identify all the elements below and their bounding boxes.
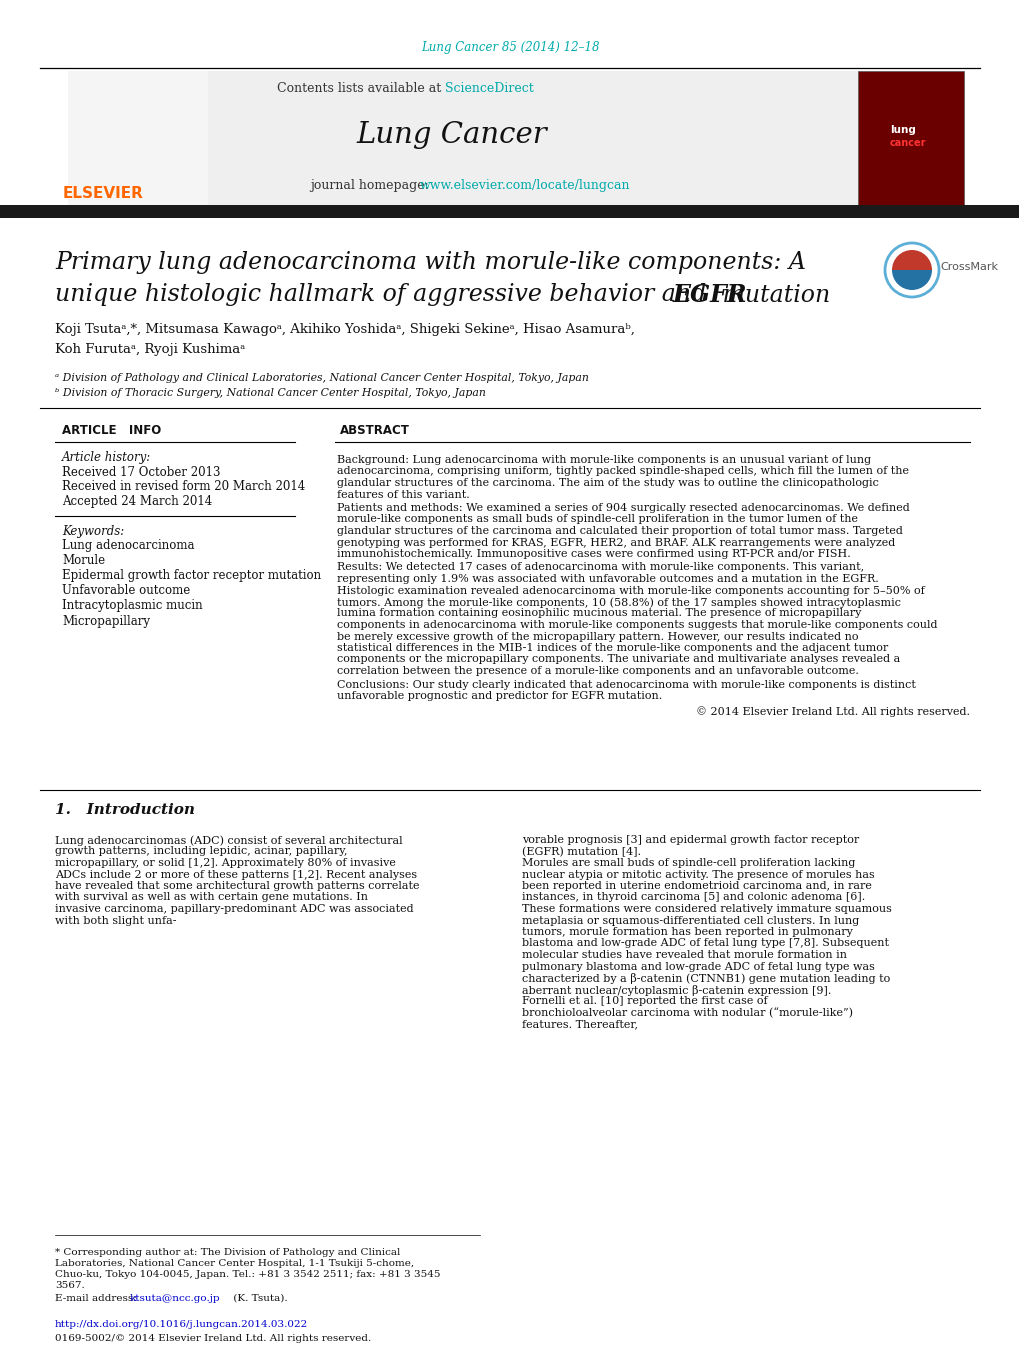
Text: micropapillary, or solid [1,2]. Approximately 80% of invasive: micropapillary, or solid [1,2]. Approxim… — [55, 858, 395, 867]
Text: features. Thereafter,: features. Thereafter, — [522, 1019, 637, 1029]
Text: Fornelli et al. [10] reported the first case of: Fornelli et al. [10] reported the first … — [522, 996, 767, 1006]
Text: be merely excessive growth of the micropapillary pattern. However, our results i: be merely excessive growth of the microp… — [336, 631, 858, 642]
Text: Micropapillary: Micropapillary — [62, 615, 150, 627]
Text: Article history:: Article history: — [62, 450, 151, 463]
Text: nuclear atypia or mitotic activity. The presence of morules has: nuclear atypia or mitotic activity. The … — [522, 870, 874, 880]
Text: CrossMark: CrossMark — [940, 262, 997, 272]
Text: unique histologic hallmark of aggressive behavior and: unique histologic hallmark of aggressive… — [55, 284, 713, 307]
Text: molecular studies have revealed that morule formation in: molecular studies have revealed that mor… — [522, 950, 846, 961]
Text: cancer: cancer — [890, 138, 925, 149]
Text: tumors, morule formation has been reported in pulmonary: tumors, morule formation has been report… — [522, 927, 852, 938]
Text: Keywords:: Keywords: — [62, 524, 124, 538]
Text: Patients and methods: We examined a series of 904 surgically resected adenocarci: Patients and methods: We examined a seri… — [336, 503, 909, 513]
Text: Received 17 October 2013: Received 17 October 2013 — [62, 466, 220, 478]
Text: tumors. Among the morule-like components, 10 (58.8%) of the 17 samples showed in: tumors. Among the morule-like components… — [336, 597, 900, 608]
Text: Epidermal growth factor receptor mutation: Epidermal growth factor receptor mutatio… — [62, 570, 321, 582]
Text: unfavorable prognostic and predictor for EGFR mutation.: unfavorable prognostic and predictor for… — [336, 690, 661, 701]
Text: Background: Lung adenocarcinoma with morule-like components is an unusual varian: Background: Lung adenocarcinoma with mor… — [336, 455, 870, 465]
Text: lung: lung — [890, 126, 915, 135]
Text: Intracytoplasmic mucin: Intracytoplasmic mucin — [62, 600, 203, 612]
Text: ELSEVIER: ELSEVIER — [62, 185, 144, 200]
Text: www.elsevier.com/locate/lungcan: www.elsevier.com/locate/lungcan — [420, 178, 630, 192]
Text: statistical differences in the MIB-1 indices of the morule-like components and t: statistical differences in the MIB-1 ind… — [336, 643, 888, 653]
Text: ARTICLE   INFO: ARTICLE INFO — [62, 423, 161, 436]
Text: immunohistochemically. Immunopositive cases were confirmed using RT-PCR and/or F: immunohistochemically. Immunopositive ca… — [336, 549, 850, 559]
Text: aberrant nuclear/cytoplasmic β-catenin expression [9].: aberrant nuclear/cytoplasmic β-catenin e… — [522, 985, 830, 996]
Text: features of this variant.: features of this variant. — [336, 489, 470, 500]
Text: Chuo-ku, Tokyo 104-0045, Japan. Tel.: +81 3 3542 2511; fax: +81 3 3545: Chuo-ku, Tokyo 104-0045, Japan. Tel.: +8… — [55, 1270, 440, 1279]
Text: Koh Furutaᵃ, Ryoji Kushimaᵃ: Koh Furutaᵃ, Ryoji Kushimaᵃ — [55, 343, 245, 357]
Text: (EGFR) mutation [4].: (EGFR) mutation [4]. — [522, 847, 641, 857]
Text: ADCs include 2 or more of these patterns [1,2]. Recent analyses: ADCs include 2 or more of these patterns… — [55, 870, 417, 880]
Text: vorable prognosis [3] and epidermal growth factor receptor: vorable prognosis [3] and epidermal grow… — [522, 835, 858, 844]
Text: metaplasia or squamous-differentiated cell clusters. In lung: metaplasia or squamous-differentiated ce… — [522, 916, 858, 925]
Text: Lung adenocarcinomas (ADC) consist of several architectural: Lung adenocarcinomas (ADC) consist of se… — [55, 835, 403, 846]
Text: morule-like components as small buds of spindle-cell proliferation in the tumor : morule-like components as small buds of … — [336, 515, 857, 524]
Text: correlation between the presence of a morule-like components and an unfavorable : correlation between the presence of a mo… — [336, 666, 858, 676]
Text: components in adenocarcinoma with morule-like components suggests that morule-li: components in adenocarcinoma with morule… — [336, 620, 936, 630]
Bar — [68, 72, 857, 208]
Text: ᵃ Division of Pathology and Clinical Laboratories, National Cancer Center Hospit: ᵃ Division of Pathology and Clinical Lab… — [55, 373, 588, 382]
Text: Conclusions: Our study clearly indicated that adenocarcinoma with morule-like co: Conclusions: Our study clearly indicated… — [336, 680, 915, 689]
Text: Lung Cancer 85 (2014) 12–18: Lung Cancer 85 (2014) 12–18 — [421, 42, 599, 54]
Text: characterized by a β-catenin (CTNNB1) gene mutation leading to: characterized by a β-catenin (CTNNB1) ge… — [522, 973, 890, 984]
Text: mutation: mutation — [714, 284, 829, 307]
Text: Accepted 24 March 2014: Accepted 24 March 2014 — [62, 496, 212, 508]
Text: invasive carcinoma, papillary-predominant ADC was associated: invasive carcinoma, papillary-predominan… — [55, 904, 414, 915]
Text: instances, in thyroid carcinoma [5] and colonic adenoma [6].: instances, in thyroid carcinoma [5] and … — [522, 893, 864, 902]
Text: have revealed that some architectural growth patterns correlate: have revealed that some architectural gr… — [55, 881, 419, 892]
Text: Unfavorable outcome: Unfavorable outcome — [62, 585, 191, 597]
Text: http://dx.doi.org/10.1016/j.lungcan.2014.03.022: http://dx.doi.org/10.1016/j.lungcan.2014… — [55, 1320, 308, 1329]
Text: bronchioloalveolar carcinoma with nodular (“morule-like”): bronchioloalveolar carcinoma with nodula… — [522, 1008, 852, 1019]
Text: Primary lung adenocarcinoma with morule-like components: A: Primary lung adenocarcinoma with morule-… — [55, 250, 805, 273]
Text: representing only 1.9% was associated with unfavorable outcomes and a mutation i: representing only 1.9% was associated wi… — [336, 574, 878, 584]
Text: Lung Cancer: Lung Cancer — [357, 122, 547, 149]
Text: * Corresponding author at: The Division of Pathology and Clinical: * Corresponding author at: The Division … — [55, 1248, 400, 1256]
Text: with both slight unfa-: with both slight unfa- — [55, 916, 176, 925]
Bar — [68, 72, 208, 208]
Text: with survival as well as with certain gene mutations. In: with survival as well as with certain ge… — [55, 893, 368, 902]
Text: growth patterns, including lepidic, acinar, papillary,: growth patterns, including lepidic, acin… — [55, 847, 347, 857]
Wedge shape — [892, 250, 931, 270]
Text: ScienceDirect: ScienceDirect — [444, 81, 533, 95]
Text: Laboratories, National Cancer Center Hospital, 1-1 Tsukiji 5-chome,: Laboratories, National Cancer Center Hos… — [55, 1259, 414, 1269]
Text: Histologic examination revealed adenocarcinoma with morule-like components accou: Histologic examination revealed adenocar… — [336, 585, 924, 596]
Text: 1.   Introduction: 1. Introduction — [55, 802, 195, 817]
Text: These formations were considered relatively immature squamous: These formations were considered relativ… — [522, 904, 891, 915]
Text: been reported in uterine endometrioid carcinoma and, in rare: been reported in uterine endometrioid ca… — [522, 881, 871, 892]
Text: Contents lists available at: Contents lists available at — [276, 81, 444, 95]
Text: pulmonary blastoma and low-grade ADC of fetal lung type was: pulmonary blastoma and low-grade ADC of … — [522, 962, 874, 971]
Text: 3567.: 3567. — [55, 1281, 85, 1290]
Text: components or the micropapillary components. The univariate and multivariate ana: components or the micropapillary compone… — [336, 654, 900, 665]
Text: glandular structures of the carcinoma and calculated their proportion of total t: glandular structures of the carcinoma an… — [336, 526, 902, 536]
Bar — [857, 72, 963, 208]
Text: Morule: Morule — [62, 554, 105, 567]
Text: ktsuta@ncc.go.jp: ktsuta@ncc.go.jp — [129, 1294, 220, 1302]
Text: lumina formation containing eosinophilic mucinous material. The presence of micr: lumina formation containing eosinophilic… — [336, 608, 860, 619]
Text: E-mail address:: E-mail address: — [55, 1294, 140, 1302]
Text: blastoma and low-grade ADC of fetal lung type [7,8]. Subsequent: blastoma and low-grade ADC of fetal lung… — [522, 939, 889, 948]
Text: journal homepage:: journal homepage: — [310, 178, 432, 192]
Text: Morules are small buds of spindle-cell proliferation lacking: Morules are small buds of spindle-cell p… — [522, 858, 855, 867]
Text: genotyping was performed for KRAS, EGFR, HER2, and BRAF. ALK rearrangements were: genotyping was performed for KRAS, EGFR,… — [336, 538, 895, 547]
Bar — [0, 205, 1019, 218]
Text: Lung adenocarcinoma: Lung adenocarcinoma — [62, 539, 195, 553]
Text: Koji Tsutaᵃ,*, Mitsumasa Kawagoᵃ, Akihiko Yoshidaᵃ, Shigeki Sekineᵃ, Hisao Asamu: Koji Tsutaᵃ,*, Mitsumasa Kawagoᵃ, Akihik… — [55, 323, 634, 336]
Text: glandular structures of the carcinoma. The aim of the study was to outline the c: glandular structures of the carcinoma. T… — [336, 478, 878, 488]
Text: adenocarcinoma, comprising uniform, tightly packed spindle-shaped cells, which f: adenocarcinoma, comprising uniform, tigh… — [336, 466, 908, 477]
Text: ABSTRACT: ABSTRACT — [339, 423, 410, 436]
Wedge shape — [892, 270, 931, 290]
Text: ᵇ Division of Thoracic Surgery, National Cancer Center Hospital, Tokyo, Japan: ᵇ Division of Thoracic Surgery, National… — [55, 388, 485, 399]
Text: EGFR: EGFR — [673, 282, 747, 307]
Text: Received in revised form 20 March 2014: Received in revised form 20 March 2014 — [62, 481, 305, 493]
Text: 0169-5002/© 2014 Elsevier Ireland Ltd. All rights reserved.: 0169-5002/© 2014 Elsevier Ireland Ltd. A… — [55, 1333, 371, 1343]
Text: (K. Tsuta).: (K. Tsuta). — [229, 1294, 287, 1302]
Text: Results: We detected 17 cases of adenocarcinoma with morule-like components. Thi: Results: We detected 17 cases of adenoca… — [336, 562, 863, 573]
Text: © 2014 Elsevier Ireland Ltd. All rights reserved.: © 2014 Elsevier Ireland Ltd. All rights … — [695, 707, 969, 717]
